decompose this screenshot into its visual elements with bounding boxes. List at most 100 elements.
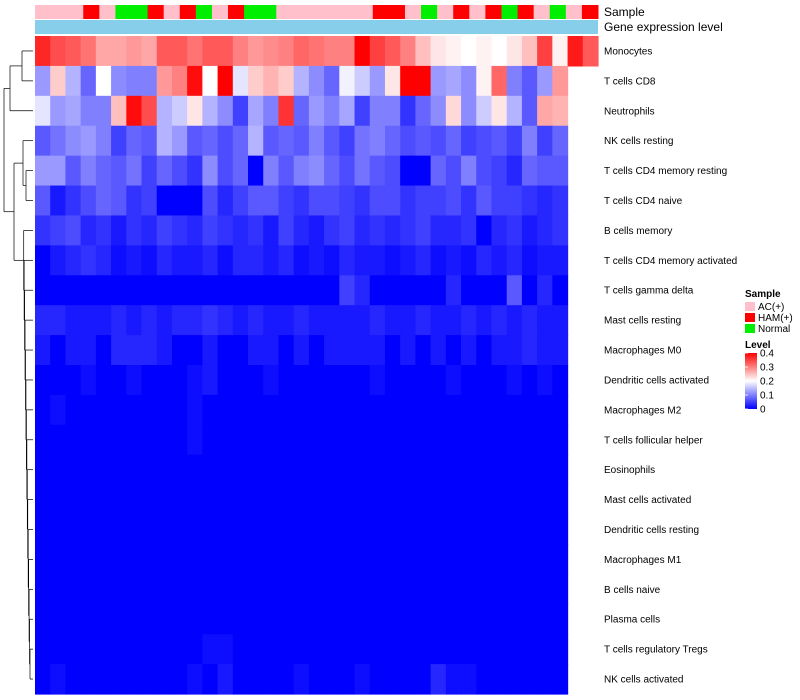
heatmap-cell bbox=[521, 36, 538, 67]
heatmap-cell bbox=[552, 574, 569, 605]
heatmap-cell bbox=[445, 634, 462, 665]
heatmap-cell bbox=[476, 305, 493, 336]
heatmap-cell bbox=[95, 365, 112, 396]
heatmap-cell bbox=[263, 275, 280, 306]
heatmap-cell bbox=[202, 634, 219, 665]
heatmap-cell bbox=[232, 155, 249, 187]
heatmap-cell bbox=[537, 514, 553, 546]
heatmap-cell bbox=[339, 634, 356, 665]
heatmap-cell bbox=[232, 574, 249, 605]
heatmap-cell bbox=[202, 95, 219, 127]
heatmap-cell bbox=[232, 604, 249, 635]
gene-expression-annotation-bar bbox=[35, 20, 598, 34]
heatmap-cell bbox=[50, 514, 67, 546]
heatmap-cell bbox=[80, 305, 97, 336]
heatmap-cell bbox=[171, 424, 188, 456]
heatmap-cell bbox=[354, 305, 371, 336]
heatmap-cell bbox=[217, 245, 234, 276]
heatmap-cell bbox=[324, 514, 340, 546]
heatmap-cell bbox=[552, 65, 569, 97]
heatmap-cell bbox=[156, 484, 173, 516]
heatmap-cell bbox=[369, 125, 386, 157]
heatmap-cell bbox=[506, 574, 523, 605]
row-label: T cells CD4 memory activated bbox=[604, 256, 737, 267]
heatmap-cell bbox=[65, 95, 82, 127]
heatmap-cell bbox=[141, 574, 158, 605]
heatmap-cell bbox=[232, 454, 249, 486]
heatmap-cell bbox=[50, 664, 67, 695]
heatmap-cell bbox=[582, 36, 599, 67]
heatmap-cell bbox=[65, 454, 82, 486]
heatmap-cell bbox=[278, 604, 295, 635]
level-tick-label: 0.3 bbox=[760, 363, 774, 374]
heatmap-cell bbox=[217, 634, 234, 665]
heatmap-cell bbox=[445, 155, 462, 187]
heatmap-cell bbox=[248, 65, 264, 97]
heatmap-cell bbox=[491, 275, 508, 306]
heatmap-cell bbox=[369, 424, 386, 456]
level-legend: Level 0.4 0.3 0.2 0.1 0 bbox=[745, 340, 774, 416]
heatmap-cell bbox=[141, 424, 158, 456]
heatmap-cell bbox=[126, 454, 143, 486]
heatmap-cell bbox=[476, 664, 493, 695]
heatmap-cell bbox=[156, 305, 173, 336]
heatmap-cell bbox=[80, 454, 97, 486]
heatmap-cell bbox=[354, 275, 371, 306]
heatmap-cell bbox=[171, 604, 188, 635]
row-label: Macrophages M2 bbox=[604, 405, 682, 416]
heatmap-cell bbox=[476, 95, 493, 127]
sample-annotation-cell bbox=[35, 5, 52, 19]
heatmap-cell bbox=[339, 65, 356, 97]
heatmap-cell bbox=[263, 36, 280, 67]
heatmap-cell bbox=[263, 664, 280, 695]
heatmap-cell bbox=[430, 155, 447, 187]
heatmap-cell bbox=[278, 514, 295, 546]
heatmap-cell bbox=[521, 155, 538, 187]
heatmap-cell bbox=[308, 514, 325, 546]
heatmap-cell bbox=[141, 514, 158, 546]
heatmap-cell bbox=[506, 155, 523, 187]
heatmap-cell bbox=[187, 365, 203, 396]
heatmap-cell bbox=[369, 275, 386, 306]
heatmap-cell bbox=[521, 275, 538, 306]
heatmap-cell bbox=[95, 215, 112, 246]
heatmap-cell bbox=[187, 335, 203, 366]
heatmap-cell bbox=[263, 634, 280, 665]
heatmap-cell bbox=[263, 245, 280, 276]
heatmap-cell bbox=[293, 454, 310, 486]
heatmap-cell bbox=[263, 95, 280, 127]
sample-annotation-cell bbox=[163, 5, 181, 19]
heatmap-cell bbox=[521, 185, 538, 217]
heatmap-cell bbox=[80, 544, 97, 575]
sample-annotation-cell bbox=[453, 5, 470, 19]
heatmap-cell bbox=[248, 95, 264, 127]
heatmap-cell bbox=[552, 155, 569, 187]
heatmap-cell bbox=[50, 305, 67, 336]
heatmap-cell bbox=[552, 484, 569, 516]
heatmap-cell bbox=[248, 335, 264, 366]
heatmap-cell bbox=[476, 275, 493, 306]
sample-annotation-label: Sample bbox=[604, 5, 645, 19]
heatmap-cell bbox=[384, 95, 401, 127]
heatmap-cell bbox=[552, 604, 569, 635]
heatmap-cell bbox=[384, 664, 401, 695]
heatmap-cell bbox=[293, 394, 310, 426]
heatmap-cell bbox=[35, 305, 51, 336]
heatmap-cell bbox=[263, 604, 280, 635]
heatmap-cell bbox=[80, 514, 97, 546]
heatmap-cell bbox=[552, 514, 569, 546]
heatmap-cell bbox=[141, 215, 158, 246]
heatmap-cell bbox=[354, 245, 371, 276]
heatmap-cell bbox=[248, 544, 264, 575]
heatmap-cell bbox=[126, 365, 143, 396]
sample-annotation-cell bbox=[51, 5, 68, 19]
heatmap-cell bbox=[248, 454, 264, 486]
heatmap-cell bbox=[308, 36, 325, 67]
heatmap-cell bbox=[384, 275, 401, 306]
heatmap-cell bbox=[187, 394, 203, 426]
heatmap-cell bbox=[65, 604, 82, 635]
heatmap-cells bbox=[35, 36, 599, 695]
heatmap-cell bbox=[324, 365, 340, 396]
heatmap-cell bbox=[95, 65, 112, 97]
heatmap-cell bbox=[202, 275, 219, 306]
